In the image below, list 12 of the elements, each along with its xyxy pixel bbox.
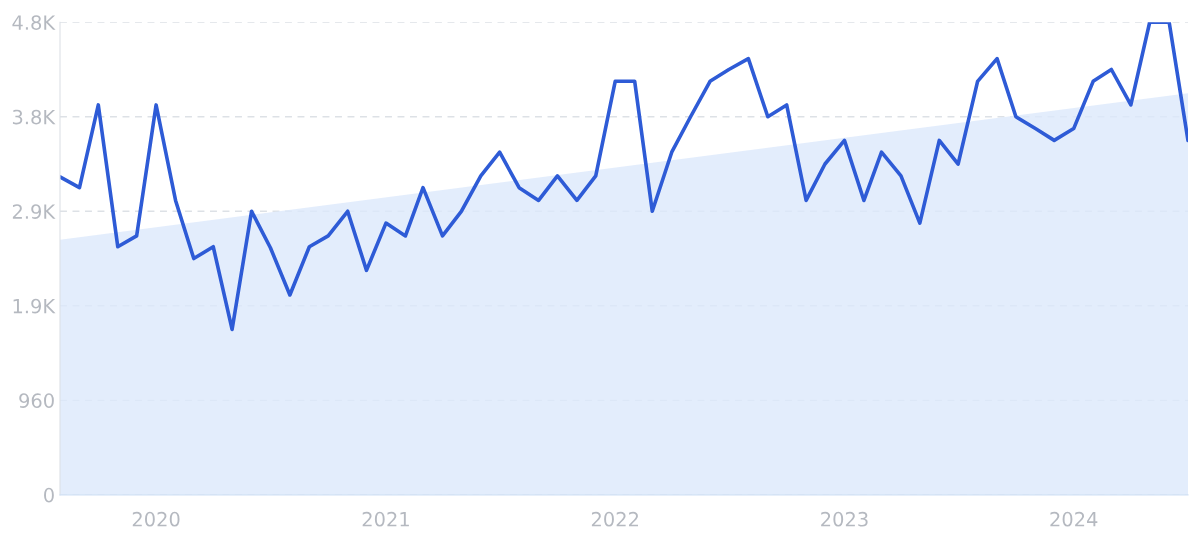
- x-tick-label: 2021: [362, 511, 409, 527]
- y-tick-label: 3.8K: [12, 109, 56, 125]
- y-tick-label: 2.9K: [12, 204, 56, 219]
- x-tick-label: 2023: [821, 511, 868, 527]
- y-tick-label: 960: [19, 393, 54, 408]
- x-tick-label: 2020: [132, 511, 180, 527]
- line-series: [60, 22, 1188, 332]
- x-tick-label: 2024: [1050, 511, 1098, 527]
- x-tick-label: 2022: [591, 511, 638, 527]
- y-tick-label: 4.8K: [12, 15, 56, 30]
- y-tick-label: 0: [44, 487, 54, 503]
- y-tick-label: 1.9K: [13, 298, 56, 314]
